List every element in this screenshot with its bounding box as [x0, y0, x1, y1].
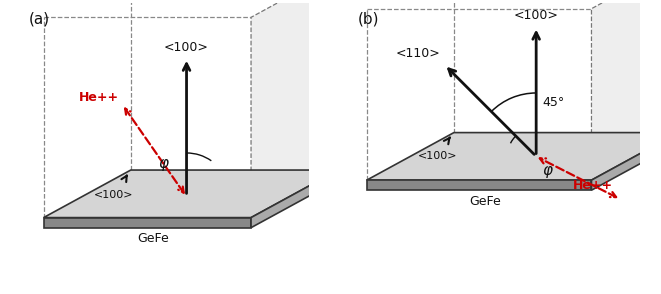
Polygon shape — [592, 0, 661, 180]
Text: GeFe: GeFe — [137, 232, 169, 245]
Polygon shape — [44, 218, 251, 228]
Text: (b): (b) — [358, 11, 379, 26]
Polygon shape — [367, 180, 592, 190]
Text: (a): (a) — [29, 11, 50, 26]
Polygon shape — [592, 133, 661, 190]
Text: φ: φ — [158, 156, 168, 171]
Polygon shape — [251, 170, 338, 228]
Text: 45°: 45° — [542, 96, 564, 109]
Text: φ: φ — [542, 163, 553, 178]
Text: He++: He++ — [572, 179, 613, 193]
Text: <100>: <100> — [514, 9, 559, 22]
Text: GeFe: GeFe — [469, 195, 501, 208]
Text: <100>: <100> — [164, 41, 209, 54]
Text: <100>: <100> — [94, 190, 134, 200]
Text: <110>: <110> — [395, 47, 440, 60]
Polygon shape — [367, 133, 661, 180]
Text: He++: He++ — [79, 91, 120, 103]
Polygon shape — [44, 170, 338, 218]
Text: <100>: <100> — [418, 151, 458, 161]
Polygon shape — [251, 0, 338, 218]
